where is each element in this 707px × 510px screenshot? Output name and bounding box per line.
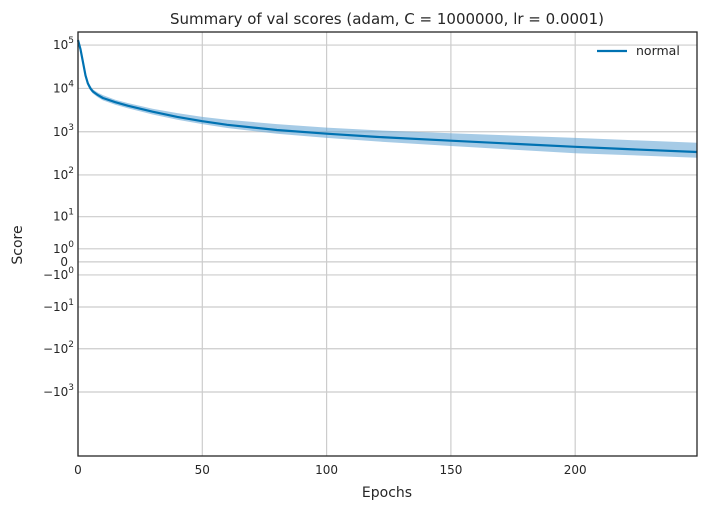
x-tick-label: 200 (564, 463, 587, 477)
series-lines (76, 39, 698, 154)
chart-title: Summary of val scores (adam, C = 1000000… (170, 10, 604, 28)
y-tick-label: 0 (60, 255, 68, 269)
x-tick-label: 0 (74, 463, 82, 477)
legend: normal (597, 43, 680, 58)
y-tick-label: −102 (43, 340, 74, 356)
x-tick-label: 50 (195, 463, 210, 477)
y-tick-label: −101 (43, 298, 74, 314)
y-tick-label: 104 (53, 79, 74, 95)
y-tick-label: 102 (53, 166, 74, 182)
x-axis-ticks: 0 50 100 150 200 (74, 463, 586, 477)
y-tick-label: −100 (43, 266, 74, 282)
y-tick-label: 103 (53, 123, 74, 139)
y-tick-label: 100 (53, 240, 74, 256)
legend-label: normal (636, 43, 680, 58)
y-tick-label: −103 (43, 383, 74, 399)
y-tick-label: 105 (53, 36, 74, 52)
y-axis-label: Score (10, 225, 26, 264)
series-band-normal (78, 39, 697, 158)
y-tick-label: 101 (53, 208, 74, 224)
grid (77, 32, 697, 456)
series-line-normal (76, 39, 698, 154)
plot-frame (77, 31, 698, 457)
x-tick-label: 100 (315, 463, 338, 477)
confidence-bands (78, 39, 697, 158)
x-axis-label: Epochs (362, 485, 412, 501)
y-axis-ticks: 105 104 103 102 101 1000−100 −101 −102 −103 (43, 36, 74, 399)
x-tick-label: 150 (439, 463, 462, 477)
